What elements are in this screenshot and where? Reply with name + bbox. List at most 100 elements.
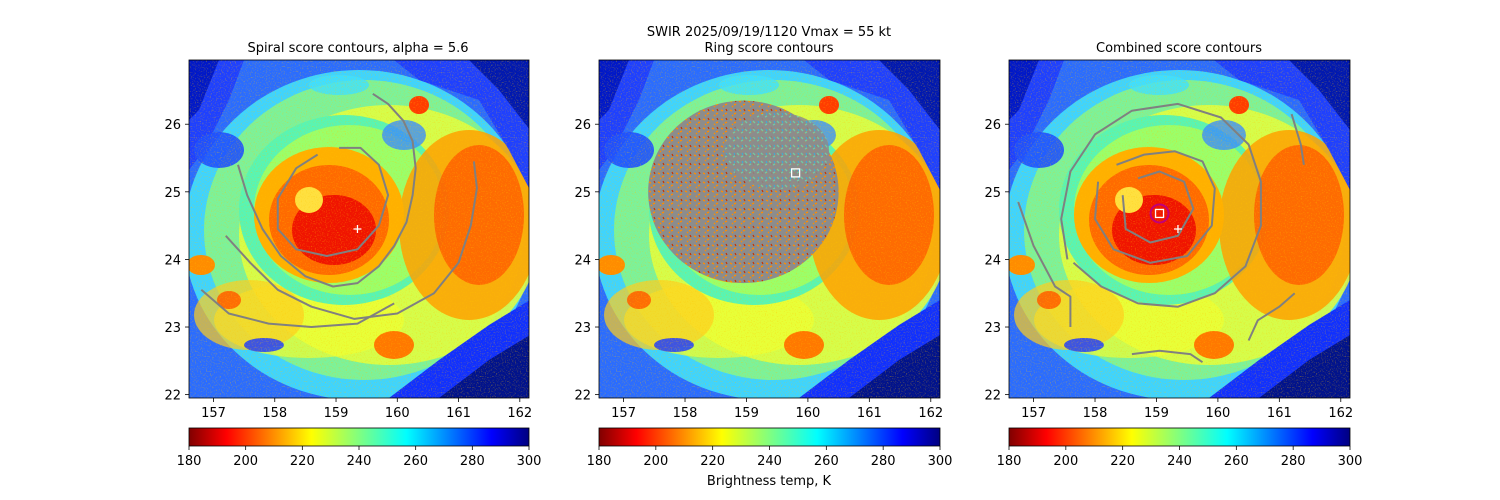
marker-layer-ring: [790, 168, 801, 178]
panel-combined: Combined score contours 157 158 159 160 161 1…: [984, 41, 1362, 469]
y-tick-label: 22: [164, 389, 181, 404]
contour-line: [1290, 113, 1305, 165]
contour-line: [200, 289, 395, 328]
x-tick-label: 158: [1083, 406, 1108, 421]
colorbar-gradient: [1008, 427, 1351, 447]
y-tick-label: 25: [574, 186, 591, 201]
x-tick-label: 162: [1328, 406, 1353, 421]
colorbar-tick-label: 300: [928, 454, 953, 469]
contour-line: [225, 161, 478, 320]
ring-score-region: [648, 100, 839, 284]
x-tick-label: 161: [446, 406, 471, 421]
contour-layer-combined: [1017, 102, 1305, 364]
storm-center-plus-marker: [353, 225, 362, 233]
colorbar-tick-label: 240: [347, 454, 372, 469]
colorbar-tick-label: 240: [1167, 454, 1192, 469]
colorbar-tick-label: 200: [1053, 454, 1078, 469]
colorbar-tick-label: 280: [871, 454, 896, 469]
colorbar-spiral: 180 200 220 240 260 280 300: [177, 427, 542, 469]
y-tick-label: 25: [984, 186, 1001, 201]
colorbar-tick-label: 220: [1110, 454, 1135, 469]
colorbar-tick-label: 180: [587, 454, 612, 469]
colorbar-tick-label: 180: [177, 454, 202, 469]
x-tick-label: 162: [507, 406, 532, 421]
contour-line: [1060, 102, 1262, 308]
y-tick-label: 26: [984, 118, 1001, 133]
marker-layer-spiral: [353, 225, 362, 233]
y-tick-label: 23: [574, 321, 591, 336]
panel-title-combined: Combined score contours: [1096, 41, 1262, 56]
y-tick-label: 24: [574, 253, 591, 268]
colorbar-tick-label: 260: [403, 454, 428, 469]
contour-line: [1121, 170, 1195, 244]
y-tick-label: 22: [984, 389, 1001, 404]
heatmap-ring: [594, 60, 949, 400]
x-tick-label: 157: [611, 406, 636, 421]
contour-line: [1017, 201, 1072, 327]
y-tick-label: 24: [984, 253, 1001, 268]
colorbar-tick-label: 260: [1224, 454, 1249, 469]
y-tick-label: 26: [164, 118, 181, 133]
x-tick-label: 157: [1021, 406, 1046, 421]
contour-line: [1247, 292, 1296, 341]
x-tick-label: 158: [262, 406, 287, 421]
best-center-square-marker: [1154, 208, 1165, 219]
axes-frame-spiral: [188, 59, 530, 399]
colorbar-ring: 180 200 220 240 260 280 300: [587, 427, 953, 469]
contour-line: [1094, 150, 1216, 264]
axis-ticks-combined: 157 158 159 160 161 162 22 23 24 25 26: [984, 118, 1353, 421]
x-tick-label: 159: [1144, 406, 1169, 421]
contour-layer-spiral: [200, 92, 478, 328]
panel-title-spiral: Spiral score contours, alpha = 5.6: [247, 41, 468, 56]
x-tick-label: 158: [673, 406, 698, 421]
colorbar-combined: 180 200 220 240 260 280 300: [997, 427, 1363, 469]
colorbar-tick-label: 180: [997, 454, 1022, 469]
colorbar-tick-label: 280: [460, 454, 485, 469]
colorbar-tick-label: 200: [233, 454, 258, 469]
colorbar-tick-label: 260: [814, 454, 839, 469]
x-tick-label: 161: [1267, 406, 1292, 421]
y-tick-label: 24: [164, 253, 181, 268]
y-tick-label: 22: [574, 389, 591, 404]
y-tick-label: 23: [984, 321, 1001, 336]
panel-title-ring: Ring score contours: [704, 41, 833, 56]
marker-layer-combined: [1149, 203, 1182, 233]
colorbar-tick-label: 240: [757, 454, 782, 469]
contour-line: [276, 146, 390, 257]
x-tick-label: 159: [324, 406, 349, 421]
x-tick-label: 160: [385, 406, 410, 421]
colorbar-gradient: [598, 427, 941, 447]
best-center-circle-marker: [1149, 203, 1170, 224]
x-tick-label: 159: [734, 406, 759, 421]
y-tick-label: 23: [164, 321, 181, 336]
x-tick-label: 160: [1205, 406, 1230, 421]
x-tick-label: 162: [918, 406, 943, 421]
panel-ring: Ring score contours 157 158 159 160 161 162 22…: [574, 41, 952, 489]
x-tick-label: 157: [201, 406, 226, 421]
storm-center-plus-marker: [1173, 225, 1182, 233]
colorbar-gradient: [188, 427, 530, 447]
best-center-square-marker: [790, 168, 801, 178]
colorbar-tick-label: 220: [290, 454, 315, 469]
axes-frame-ring: [598, 59, 941, 399]
colorbar-tick-label: 220: [700, 454, 725, 469]
colorbar-tick-label: 300: [517, 454, 542, 469]
colorbar-tick-label: 300: [1338, 454, 1363, 469]
colorbar-label: Brightness temp, K: [707, 474, 832, 489]
ring-score-disc-upper: [724, 112, 830, 190]
axis-ticks-spiral: 157 158 159 160 161 162 22 23 24 25 26: [164, 118, 532, 421]
figure-suptitle: SWIR 2025/09/19/1120 Vmax = 55 kt: [647, 25, 891, 40]
y-tick-label: 26: [574, 118, 591, 133]
heatmap-combined: [1004, 60, 1359, 400]
y-tick-label: 25: [164, 186, 181, 201]
axis-ticks-ring: 157 158 159 160 161 162 22 23 24 25 26: [574, 118, 943, 421]
colorbar-tick-label: 200: [643, 454, 668, 469]
x-tick-label: 160: [795, 406, 820, 421]
heatmap-spiral: [184, 60, 539, 400]
panel-spiral: Spiral score contours, alpha = 5.6 157 15…: [164, 41, 541, 469]
colorbar-tick-label: 280: [1281, 454, 1306, 469]
x-tick-label: 161: [857, 406, 882, 421]
contour-line: [1131, 349, 1204, 364]
contour-line: [237, 92, 417, 288]
